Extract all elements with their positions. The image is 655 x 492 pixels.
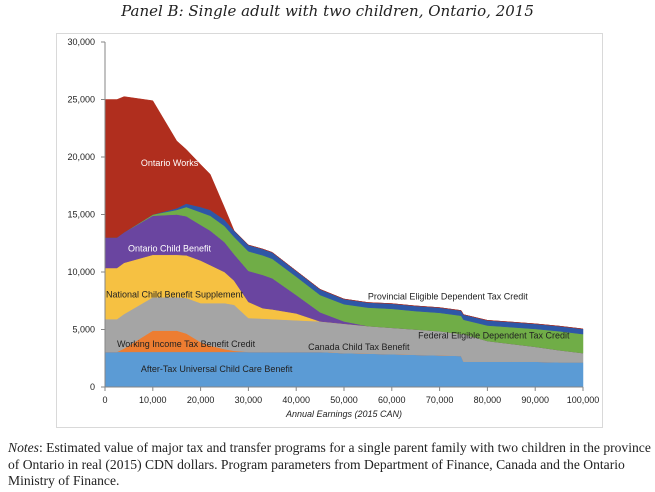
stacked-area-chart: 0 5,000 10,000 15,000 20,000 25,000 30,000 0 10,… bbox=[67, 37, 599, 419]
x-tick-label: 40,000 bbox=[282, 395, 310, 405]
x-tick-label: 80,000 bbox=[474, 395, 502, 405]
y-tick-label: 5,000 bbox=[72, 325, 95, 335]
series-label-federal-eligible-dependent-tax-credit: Federal Eligible Dependent Tax Credit bbox=[418, 331, 570, 341]
y-tick-label: 20,000 bbox=[67, 152, 95, 162]
x-tick-label: 100,000 bbox=[567, 395, 600, 405]
x-tick-label: 60,000 bbox=[378, 395, 406, 405]
series-label-national-child-benefit-supplement: National Child Benefit Supplement bbox=[106, 289, 244, 299]
series-label-working-income-tax-benefit-credit: Working Income Tax Benefit Credit bbox=[117, 339, 256, 349]
series-label-ontario-child-benefit: Ontario Child Benefit bbox=[128, 243, 212, 253]
series-label-provincial-eligible-dependent-tax-credit: Provincial Eligible Dependent Tax Credit bbox=[368, 292, 528, 302]
x-tick-label: 70,000 bbox=[426, 395, 454, 405]
x-tick-label: 0 bbox=[102, 395, 107, 405]
series-label-canada-child-tax-benefit: Canada Child Tax Benefit bbox=[308, 342, 410, 352]
x-tick-label: 20,000 bbox=[187, 395, 215, 405]
notes-label: Notes bbox=[8, 440, 39, 455]
area-ontario-works bbox=[104, 96, 584, 330]
x-axis-label: Annual Earnings (2015 CAN) bbox=[285, 409, 402, 419]
y-tick-label: 10,000 bbox=[67, 267, 95, 277]
chart-frame bbox=[56, 33, 603, 428]
x-tick-label: 30,000 bbox=[235, 395, 263, 405]
y-tick-label: 15,000 bbox=[67, 210, 95, 220]
area-layers bbox=[104, 96, 584, 388]
x-tick-label: 90,000 bbox=[521, 395, 549, 405]
notes: Notes: Estimated value of major tax and … bbox=[8, 440, 653, 490]
notes-text: : Estimated value of major tax and trans… bbox=[8, 440, 651, 488]
chart-title: Panel B: Single adult with two children,… bbox=[121, 2, 534, 20]
x-tick-label: 10,000 bbox=[139, 395, 167, 405]
y-tick-label: 30,000 bbox=[67, 37, 95, 47]
series-label-ontario-works: Ontario Works bbox=[141, 158, 199, 168]
y-tick-label: 25,000 bbox=[67, 95, 95, 105]
axes: 0 5,000 10,000 15,000 20,000 25,000 30,000 0 10,… bbox=[67, 37, 599, 405]
x-tick-label: 50,000 bbox=[330, 395, 358, 405]
y-tick-label: 0 bbox=[90, 382, 95, 392]
series-labels: Ontario Works Ontario Child Benefit Nation… bbox=[106, 158, 570, 374]
series-label-after-tax-universal-child-care-benefit: After-Tax Universal Child Care Benefit bbox=[141, 364, 293, 374]
